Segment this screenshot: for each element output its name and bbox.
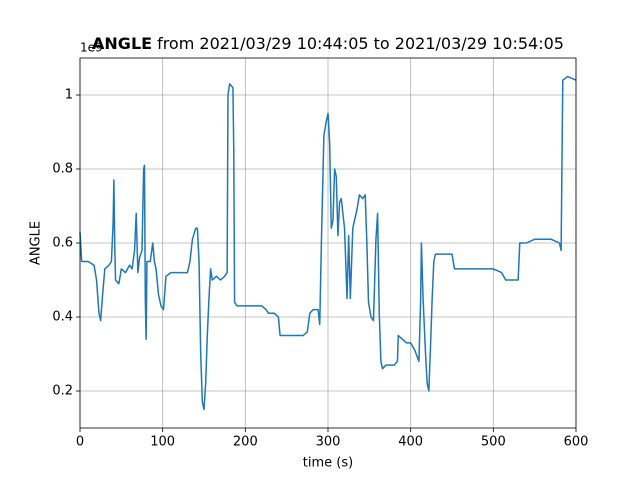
plot-frame [79,57,577,429]
x-tick-label: 200 [233,435,258,450]
y-tick-label: 0.4 [52,310,73,325]
x-tick-label: 0 [76,435,84,450]
y-tick-label: 0.6 [52,236,73,251]
y-tick-label: 0.2 [52,384,73,399]
title-bold: ANGLE [92,34,152,53]
chart-title: ANGLE from 2021/03/29 10:44:05 to 2021/03… [92,34,564,53]
x-tick-label: 400 [398,435,423,450]
title-rest: from 2021/03/29 10:44:05 to 2021/03/29 1… [157,34,564,53]
y-tick-label: 0.8 [52,162,73,177]
y-offset-label: 1e9 [80,41,103,55]
y-axis-label: ANGLE [29,221,44,265]
y-tick-label: 1 [65,88,73,103]
x-tick-label: 300 [316,435,341,450]
data-line [79,75,577,411]
x-tick-label: 500 [481,435,506,450]
x-tick-label: 600 [564,435,589,450]
x-tick-label: 100 [150,435,175,450]
x-axis-label: time (s) [303,456,353,471]
